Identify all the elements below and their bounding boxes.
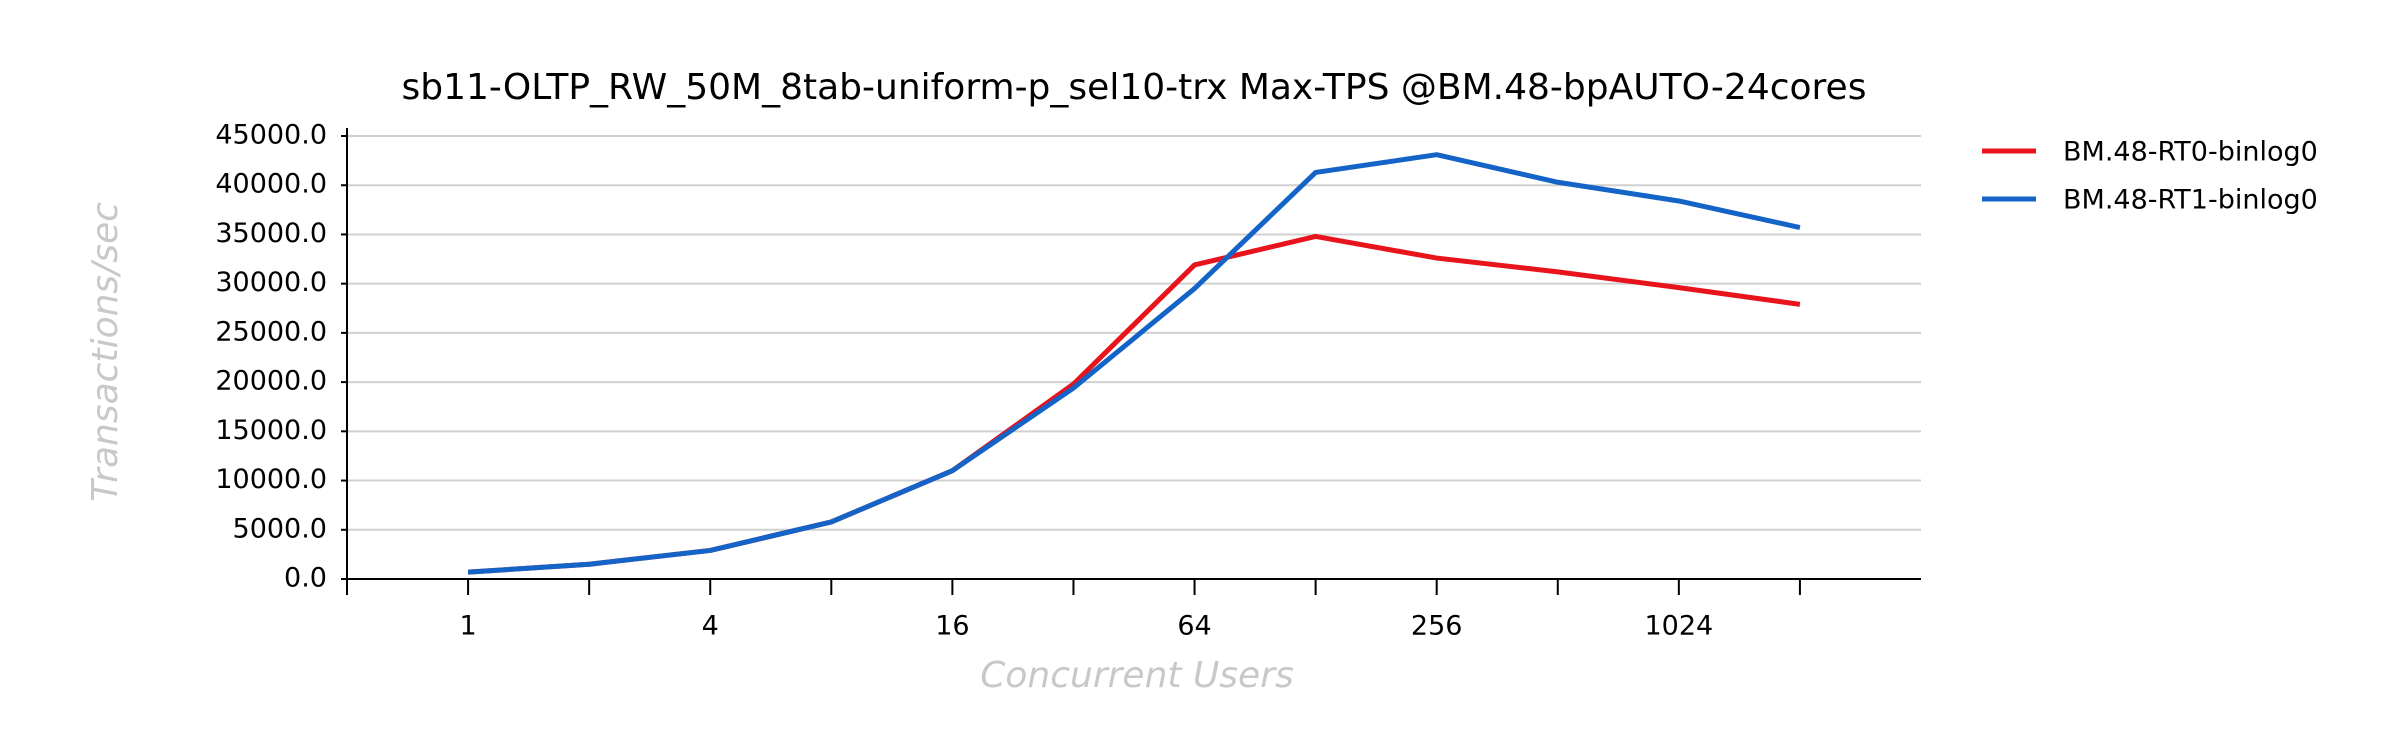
y-tick-label: 10000.0 — [215, 464, 327, 495]
y-tick-label: 0.0 — [284, 563, 327, 594]
x-tick-label: 256 — [1411, 611, 1463, 642]
y-tick-label: 40000.0 — [215, 169, 327, 200]
y-axis-label: Transactions/sec — [85, 202, 126, 502]
x-tick-label: 1024 — [1644, 611, 1713, 642]
y-tick-label: 25000.0 — [215, 316, 327, 347]
x-tick-label: 4 — [702, 611, 719, 642]
y-tick-label: 20000.0 — [215, 366, 327, 397]
x-tick-label: 16 — [935, 611, 969, 642]
x-axis-label: Concurrent Users — [980, 655, 1294, 696]
series-line — [467, 152, 1801, 575]
legend-label: BM.48-RT1-binlog0 — [2063, 185, 2318, 216]
y-tick-label: 35000.0 — [215, 218, 327, 249]
series-line — [467, 233, 1801, 575]
chart-title: sb11-OLTP_RW_50M_8tab-uniform-p_sel10-tr… — [402, 67, 1867, 108]
x-tick-label: 64 — [1177, 611, 1211, 642]
y-tick-label: 5000.0 — [233, 513, 327, 544]
y-tick-label: 30000.0 — [215, 267, 327, 298]
y-tick-label: 45000.0 — [215, 120, 327, 151]
y-tick-label: 15000.0 — [215, 415, 327, 446]
x-tick-label: 1 — [459, 611, 476, 642]
legend-label: BM.48-RT0-binlog0 — [2063, 137, 2318, 168]
